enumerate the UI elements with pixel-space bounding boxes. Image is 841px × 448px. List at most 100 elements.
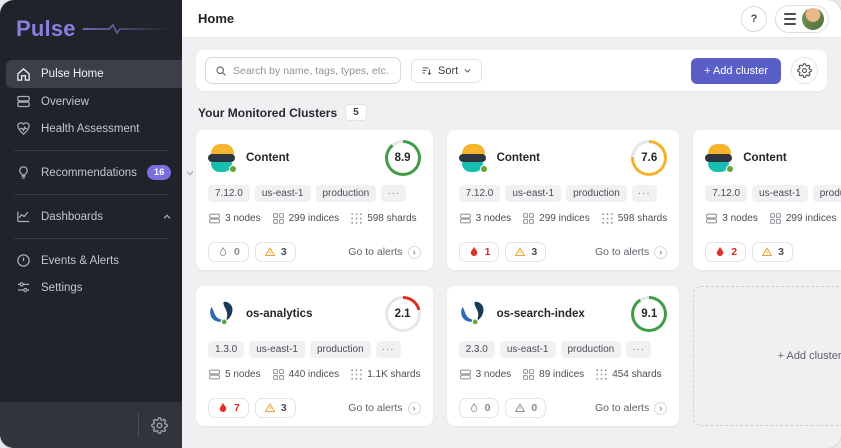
warning-triangle-icon <box>264 403 275 412</box>
chevron-down-icon <box>464 68 471 73</box>
chevron-up-icon <box>163 213 171 219</box>
shards-stat: 598 shards <box>350 212 417 225</box>
sidebar-item-label: Dashboards <box>41 210 104 223</box>
go-to-alerts-link[interactable]: Go to alerts › <box>348 245 421 259</box>
section-title: Your Monitored Clusters <box>198 105 338 120</box>
cluster-card[interactable]: os-analytics 2.1 1.3.0 us-east-1 product… <box>196 286 433 426</box>
warning-alerts-chip[interactable]: 3 <box>752 242 793 262</box>
sidebar-divider <box>14 238 168 239</box>
user-menu[interactable] <box>775 4 829 33</box>
more-tags-button[interactable]: ··· <box>631 185 657 202</box>
shards-icon <box>601 213 613 224</box>
nodes-stat: 3 nodes <box>459 212 511 225</box>
add-cluster-placeholder[interactable]: + Add cluster <box>693 286 841 426</box>
opensearch-logo <box>459 300 487 328</box>
more-tags-button[interactable]: ··· <box>375 341 401 358</box>
critical-alerts-chip[interactable]: 7 <box>208 398 249 418</box>
more-tags-button[interactable]: ··· <box>381 185 407 202</box>
critical-alerts-chip[interactable]: 0 <box>458 398 500 418</box>
stats-row: 3 nodes 299 indices 598 shards <box>459 212 667 225</box>
tags-row: 7.12.0 us-east-1 production ··· <box>458 185 668 202</box>
cluster-card[interactable]: Content 4.3 7.12.0 us-east-1 production … <box>693 130 841 270</box>
sort-button[interactable]: Sort <box>411 58 483 83</box>
footer-divider <box>138 413 139 437</box>
sidebar-item-label: Settings <box>41 281 83 294</box>
health-score: 2.1 <box>394 308 411 320</box>
stats-row: 5 nodes 440 indices 1.1K shards <box>208 368 421 381</box>
card-footer: 7 3 Go to alerts › <box>208 391 421 418</box>
sidebar-divider <box>14 150 168 151</box>
env-tag: production <box>309 341 371 358</box>
critical-alerts-chip[interactable]: 0 <box>208 242 249 262</box>
warning-alerts-chip[interactable]: 3 <box>254 398 296 418</box>
flame-icon <box>716 247 724 256</box>
cluster-card[interactable]: Content 8.9 7.12.0 us-east-1 production … <box>196 130 433 270</box>
go-to-alerts-link[interactable]: Go to alerts › <box>595 245 668 259</box>
topbar-actions: ? <box>741 4 829 33</box>
sidebar-item-settings[interactable]: Settings <box>0 274 182 301</box>
tags-row: 2.3.0 us-east-1 production ··· <box>458 341 668 358</box>
warning-alerts-chip[interactable]: 3 <box>254 242 296 262</box>
critical-alerts-chip[interactable]: 2 <box>705 242 747 262</box>
cluster-card[interactable]: Content 7.6 7.12.0 us-east-1 production … <box>446 130 680 270</box>
card-footer: 1 3 Go to alerts › <box>458 235 668 262</box>
nodes-icon <box>209 369 220 380</box>
card-footer: 0 0 Go to alerts › <box>458 391 668 418</box>
server-icon <box>17 95 30 108</box>
nodes-stat: 5 nodes <box>208 368 261 381</box>
sidebar-item-health-assessment[interactable]: Health Assessment <box>0 115 182 142</box>
sort-icon <box>422 67 432 75</box>
sidebar-item-recommendations[interactable]: Recommendations 16 <box>0 159 194 186</box>
topbar: Home ? <box>182 0 841 38</box>
toolbar-settings-button[interactable] <box>791 57 818 84</box>
nodes-icon <box>209 213 220 224</box>
env-tag: production <box>566 185 627 202</box>
add-cluster-button[interactable]: + Add cluster <box>691 57 781 84</box>
help-button[interactable]: ? <box>741 5 767 32</box>
warning-alerts-chip[interactable]: 0 <box>505 398 547 418</box>
sidebar: Pulse Pulse Home Overview Health Assessm… <box>0 0 194 448</box>
sidebar-item-events-alerts[interactable]: Events & Alerts <box>0 247 182 274</box>
tags-row: 1.3.0 us-east-1 production ··· <box>208 341 421 358</box>
go-to-alerts-link[interactable]: Go to alerts › <box>348 401 421 415</box>
nodes-icon <box>706 213 718 224</box>
stats-row: 3 nodes 299 indices 598 shards <box>705 212 841 225</box>
shards-icon <box>596 369 607 380</box>
toolbar: Sort + Add cluster <box>196 50 827 91</box>
heartbeat-line-icon <box>82 23 169 35</box>
heart-pulse-icon <box>17 122 30 135</box>
region-tag: us-east-1 <box>505 185 562 202</box>
chevron-right-icon: › <box>407 401 421 415</box>
sidebar-item-overview[interactable]: Overview <box>0 88 182 115</box>
health-score: 9.1 <box>641 308 658 320</box>
hamburger-icon <box>784 12 796 25</box>
indices-stat: 299 indices <box>522 212 590 225</box>
sidebar-item-pulse-home[interactable]: Pulse Home <box>6 60 182 88</box>
status-dot <box>726 165 735 173</box>
warning-triangle-icon <box>515 403 526 412</box>
gear-icon[interactable] <box>151 416 168 434</box>
avatar <box>802 7 824 30</box>
sidebar-item-label: Overview <box>41 95 89 108</box>
cluster-name: Content <box>743 152 787 164</box>
go-to-alerts-link[interactable]: Go to alerts › <box>595 401 668 415</box>
critical-alerts-chip[interactable]: 1 <box>458 242 500 262</box>
stats-row: 3 nodes 299 indices 598 shards <box>208 212 421 225</box>
clusters-grid: Content 8.9 7.12.0 us-east-1 production … <box>196 130 841 426</box>
search-input[interactable] <box>233 64 391 77</box>
env-tag: production <box>812 185 841 202</box>
nodes-icon <box>459 369 471 380</box>
indices-icon <box>272 369 284 380</box>
warning-alerts-chip[interactable]: 3 <box>505 242 547 262</box>
health-score-ring: 7.6 <box>631 140 668 176</box>
more-tags-button[interactable]: ··· <box>626 341 652 358</box>
elasticsearch-logo <box>705 144 735 173</box>
sidebar-item-label: Pulse Home <box>41 68 104 80</box>
sidebar-item-dashboards[interactable]: Dashboards <box>0 203 182 230</box>
sliders-icon <box>17 282 30 293</box>
region-tag: us-east-1 <box>249 341 305 358</box>
warning-triangle-icon <box>515 247 526 256</box>
cluster-card[interactable]: os-search-index 9.1 2.3.0 us-east-1 prod… <box>446 286 680 426</box>
alert-circle-icon <box>17 254 30 267</box>
search-box[interactable] <box>205 57 401 84</box>
